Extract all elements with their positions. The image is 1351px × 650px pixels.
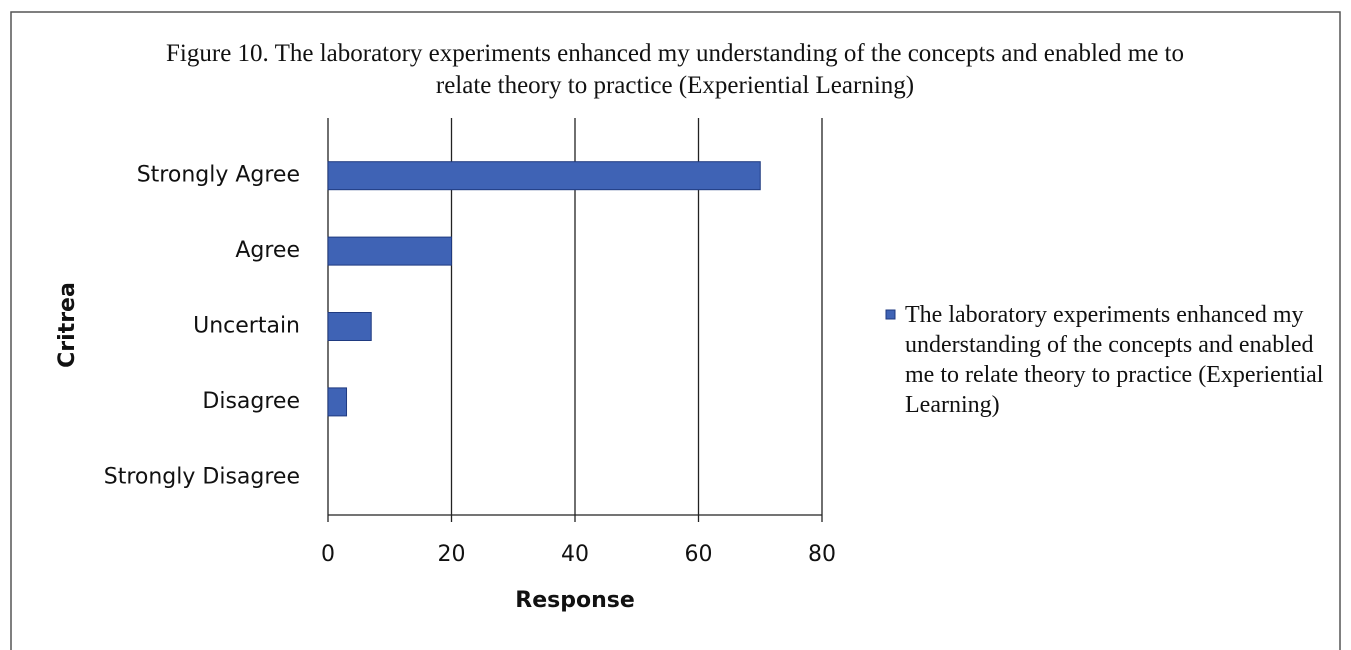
x-tick-label: 40 bbox=[561, 542, 589, 567]
x-tick-label: 20 bbox=[438, 542, 466, 567]
y-tick-label: Strongly Disagree bbox=[104, 464, 300, 489]
y-tick-label: Uncertain bbox=[193, 314, 300, 339]
x-tick-label: 60 bbox=[685, 542, 713, 567]
y-tick-label: Agree bbox=[235, 238, 300, 263]
bar bbox=[327, 387, 348, 417]
x-tick-label: 80 bbox=[808, 542, 836, 567]
chart-title: Figure 10. The laboratory experiments en… bbox=[166, 40, 1184, 99]
legend-label: The laboratory experiments enhanced my u… bbox=[905, 302, 1324, 418]
y-tick-label: Disagree bbox=[202, 389, 300, 414]
bar bbox=[327, 161, 761, 191]
y-axis-label: Critrea bbox=[55, 282, 80, 368]
bar bbox=[327, 312, 372, 341]
y-tick-label: Strongly Agree bbox=[137, 163, 300, 188]
x-tick-label: 0 bbox=[321, 542, 335, 567]
bar bbox=[327, 236, 452, 266]
x-axis-label: Response bbox=[515, 588, 635, 613]
frame bbox=[10, 11, 1341, 650]
legend-marker bbox=[885, 309, 896, 320]
